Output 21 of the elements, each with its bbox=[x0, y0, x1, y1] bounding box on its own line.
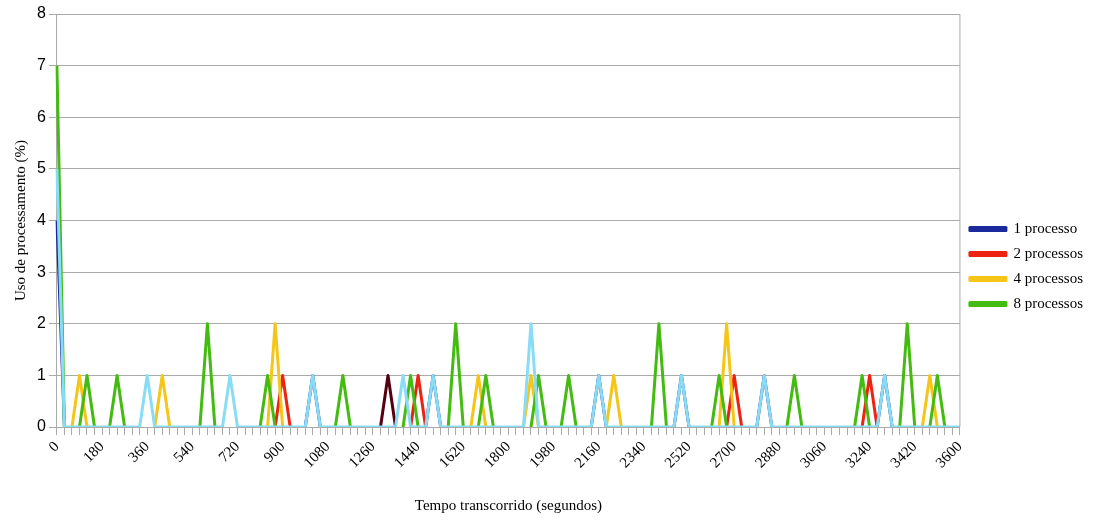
legend-label: 1 processo bbox=[1013, 219, 1078, 236]
x-tick-label: 180 bbox=[79, 438, 107, 466]
x-tick-label: 1800 bbox=[480, 438, 514, 471]
x-axis-title: Tempo transcorrido (segundos) bbox=[414, 496, 603, 514]
y-tick-label: 0 bbox=[36, 417, 46, 435]
y-tick-label: 3 bbox=[36, 262, 46, 280]
x-tick-label: 540 bbox=[170, 438, 198, 466]
y-axis-title: Uso de processamento (%) bbox=[11, 139, 29, 302]
legend-label: 8 processos bbox=[1013, 294, 1084, 311]
x-tick-label: 720 bbox=[215, 438, 243, 466]
x-tick-label: 900 bbox=[260, 438, 288, 466]
y-tick-label: 1 bbox=[36, 365, 46, 383]
y-tick-label: 2 bbox=[36, 314, 46, 332]
y-tick-label: 6 bbox=[36, 107, 46, 125]
y-tick-label: 8 bbox=[36, 4, 46, 22]
y-tick-label: 5 bbox=[36, 159, 46, 177]
y-tick-label: 4 bbox=[36, 210, 46, 228]
x-tick-label: 360 bbox=[124, 438, 153, 466]
legend-label: 4 processos bbox=[1013, 269, 1084, 286]
y-tick-label: 7 bbox=[36, 56, 46, 74]
legend-label: 2 processos bbox=[1013, 244, 1084, 261]
